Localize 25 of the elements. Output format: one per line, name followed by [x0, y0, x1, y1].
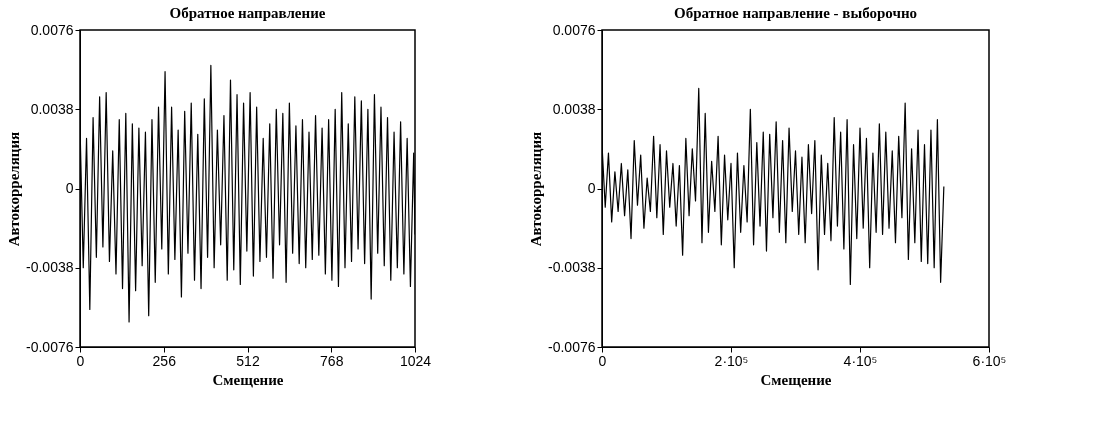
x-axis-title: Смещение	[760, 371, 832, 388]
y-axis-title: Автокорреляция	[6, 131, 23, 247]
y-tick-label: 0	[587, 180, 596, 196]
y-tick-label: -0.0038	[548, 259, 596, 276]
y-tick-label: 0.0038	[552, 100, 596, 117]
y-tick-label: 0.0076	[552, 21, 596, 38]
y-tick-label: -0.0076	[548, 338, 596, 355]
x-tick-label: 512	[236, 352, 260, 369]
x-tick-label: 6·10⁵	[972, 352, 1007, 369]
y-axis-title: Автокорреляция	[528, 131, 545, 247]
chart-title: Обратное направление	[169, 5, 326, 21]
y-tick-label: -0.0076	[26, 338, 74, 355]
y-tick-label: 0.0038	[30, 100, 74, 117]
y-tick-label: -0.0038	[26, 259, 74, 276]
x-tick-label: 0	[76, 352, 85, 369]
chart-title: Обратное направление - выборочно	[673, 5, 918, 21]
x-tick-label: 4·10⁵	[843, 352, 878, 369]
x-tick-label: 768	[320, 352, 344, 369]
x-tick-label: 0	[598, 352, 607, 369]
y-tick-label: 0	[65, 180, 74, 196]
x-tick-label: 1024	[399, 352, 432, 369]
y-tick-label: 0.0076	[30, 21, 74, 38]
x-axis-title: Смещение	[212, 371, 284, 388]
x-tick-label: 2·10⁵	[714, 352, 749, 369]
x-tick-label: 256	[152, 352, 177, 369]
